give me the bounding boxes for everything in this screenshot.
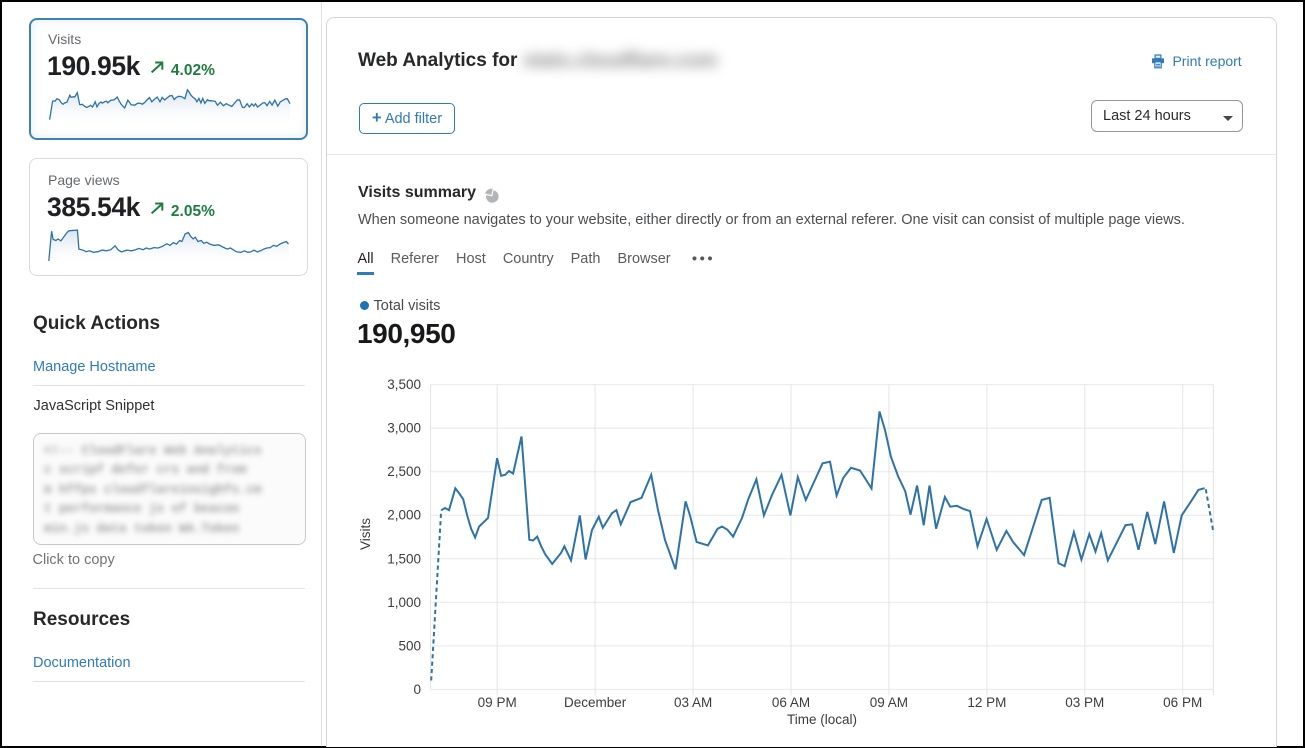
svg-text:09 PM: 09 PM [478,695,517,710]
svg-text:December: December [564,695,627,710]
svg-text:1,500: 1,500 [387,551,421,566]
svg-text:03 PM: 03 PM [1065,695,1104,710]
svg-text:500: 500 [398,638,421,653]
svg-text:2,500: 2,500 [387,464,421,479]
svg-text:Visits: Visits [358,518,373,550]
svg-text:Time (local): Time (local) [787,712,857,727]
svg-text:12 PM: 12 PM [967,695,1006,710]
svg-text:06 PM: 06 PM [1163,695,1202,710]
svg-text:3,500: 3,500 [387,377,421,392]
svg-text:2,000: 2,000 [387,508,421,523]
svg-text:03 AM: 03 AM [674,695,712,710]
svg-text:1,000: 1,000 [387,595,421,610]
svg-text:3,000: 3,000 [387,421,421,436]
svg-text:0: 0 [413,682,421,697]
svg-text:06 AM: 06 AM [772,695,810,710]
svg-text:09 AM: 09 AM [870,695,908,710]
